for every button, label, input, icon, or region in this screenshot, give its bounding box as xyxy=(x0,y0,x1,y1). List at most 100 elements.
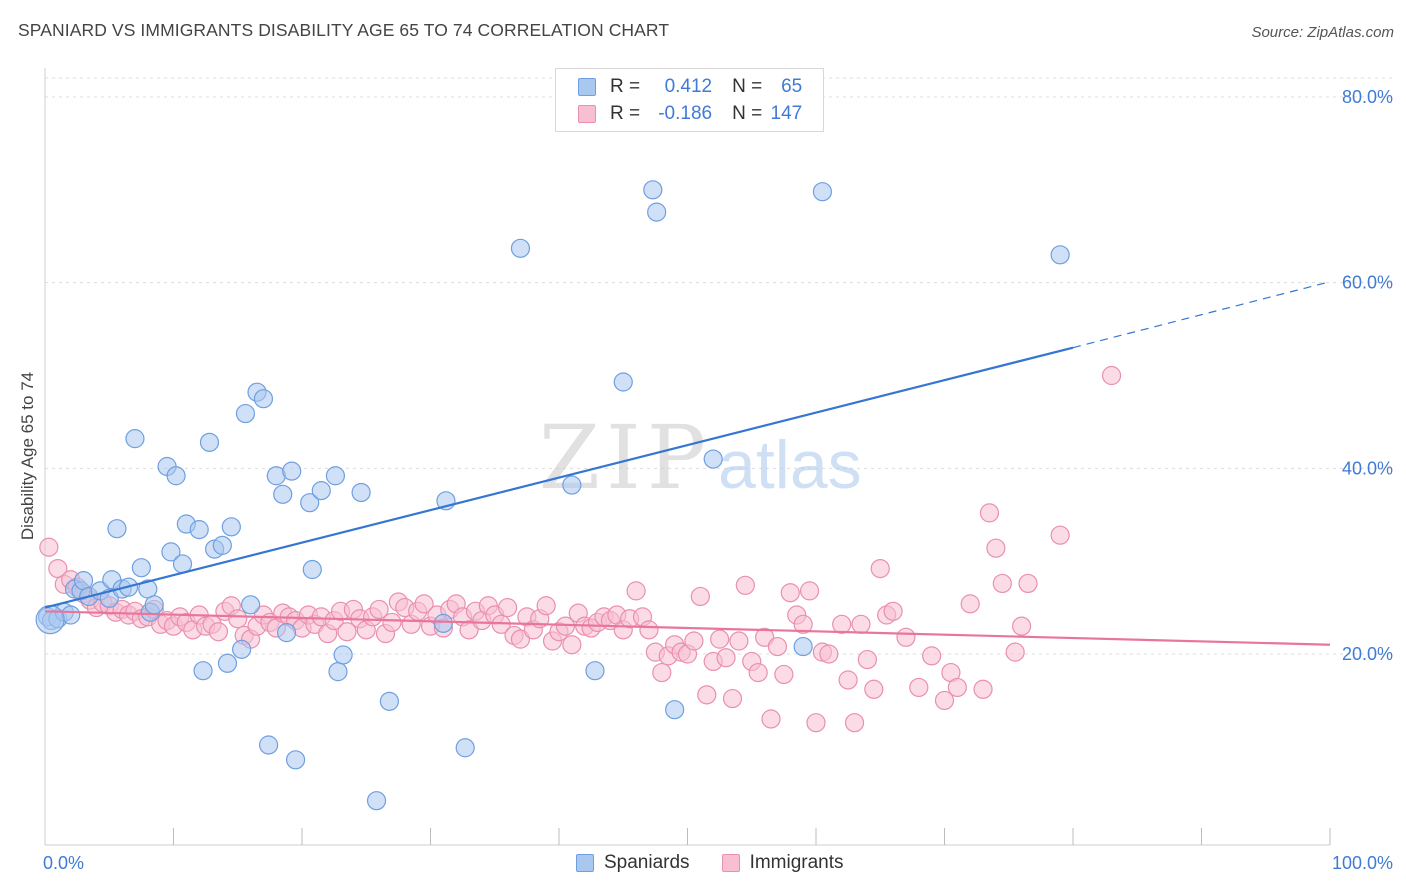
legend-swatch-immigrants xyxy=(721,854,740,872)
spaniards-point xyxy=(643,180,663,200)
immigrants-point xyxy=(382,612,402,633)
spaniards-point xyxy=(276,623,297,643)
spaniards-point xyxy=(258,735,279,755)
immigrants-point xyxy=(851,614,871,634)
spaniards-point xyxy=(300,493,320,513)
immigrants-point xyxy=(819,644,839,664)
legend-n-value: 65 xyxy=(781,76,803,97)
immigrants-point xyxy=(767,636,788,657)
series-spaniards xyxy=(35,180,1070,811)
immigrants-point xyxy=(1018,573,1038,594)
immigrants-point xyxy=(337,622,357,642)
spaniards-point xyxy=(812,182,833,202)
legend-r-value: -0.186 xyxy=(658,103,713,124)
immigrants-point xyxy=(510,629,531,649)
spaniards-point xyxy=(703,449,723,469)
immigrants-point xyxy=(1011,616,1032,636)
spaniards-point xyxy=(613,372,633,392)
legend-item-spaniards[interactable]: Spaniards xyxy=(576,852,690,874)
spaniards-point xyxy=(328,662,348,682)
spaniards-point xyxy=(166,466,186,486)
spaniards-point xyxy=(333,645,353,665)
immigrants-point xyxy=(979,503,1000,523)
immigrants-point xyxy=(838,670,858,690)
immigrants-point xyxy=(1101,365,1122,386)
spaniards-point xyxy=(433,613,453,633)
legend-n-value: 147 xyxy=(770,103,803,124)
immigrants-point xyxy=(1050,525,1070,545)
immigrants-point xyxy=(947,677,967,698)
spaniards-point xyxy=(455,738,475,758)
immigrants-point xyxy=(208,622,229,642)
legend-n-label: N = xyxy=(732,76,763,97)
series-immigrants xyxy=(39,365,1122,733)
legend-n-label: N = xyxy=(732,103,763,124)
spaniards-trend-extension xyxy=(1072,281,1331,349)
series-legend: Spaniards Immigrants xyxy=(576,852,876,874)
spaniards-point xyxy=(585,661,605,681)
legend-item-immigrants[interactable]: Immigrants xyxy=(721,852,844,874)
spaniards-point xyxy=(366,791,387,811)
watermark-atlas: atlas xyxy=(718,427,862,503)
immigrants-point xyxy=(722,688,743,709)
legend-r-value: 0.412 xyxy=(664,76,713,97)
immigrants-point xyxy=(1005,642,1025,662)
legend-r-label: R = xyxy=(610,103,641,124)
spaniards-point xyxy=(232,639,252,659)
spaniards-point xyxy=(241,595,261,615)
immigrants-point xyxy=(992,573,1012,594)
immigrants-point xyxy=(697,685,717,705)
immigrants-point xyxy=(498,597,518,618)
y-tick-label: 80.0% xyxy=(1342,87,1393,107)
immigrants-point xyxy=(228,609,248,629)
immigrants-point xyxy=(39,537,59,557)
gridlines xyxy=(45,77,1393,655)
correlation-legend: R = 0.412 N = 65 R = -0.186 N = 147 xyxy=(555,68,824,132)
spaniards-point xyxy=(212,535,232,555)
immigrants-point xyxy=(735,575,755,595)
immigrants-point xyxy=(652,662,672,683)
immigrants-point xyxy=(883,601,903,621)
x-tick-label-max: 100.0% xyxy=(1332,853,1393,873)
chart-title: SPANIARD VS IMMIGRANTS DISABILITY AGE 65… xyxy=(18,20,670,40)
immigrants-point xyxy=(780,583,800,603)
immigrants-point xyxy=(986,538,1006,558)
y-tick-label: 40.0% xyxy=(1342,458,1393,478)
spaniards-point xyxy=(379,691,399,711)
spaniards-point xyxy=(647,202,667,222)
spaniards-point xyxy=(144,595,164,615)
spaniards-point xyxy=(125,429,145,449)
immigrants-point xyxy=(864,679,884,699)
legend-swatch-spaniards xyxy=(576,854,594,872)
immigrants-point xyxy=(710,629,730,649)
y-axis-title: Disability Age 65 to 74 xyxy=(18,372,37,540)
immigrants-point xyxy=(562,635,582,655)
immigrants-point xyxy=(639,620,659,640)
legend-label-spaniards: Spaniards xyxy=(604,852,690,873)
immigrants-point xyxy=(748,662,768,683)
legend-row-immigrants: R = -0.186 N = 147 xyxy=(578,102,802,126)
trend-lines xyxy=(44,281,1331,646)
immigrants-point xyxy=(729,631,749,651)
spaniards-point xyxy=(107,519,127,539)
spaniards-point xyxy=(510,238,531,258)
legend-row-spaniards: R = 0.412 N = 65 xyxy=(578,75,802,99)
spaniards-trend-line xyxy=(44,346,1074,609)
spaniards-point xyxy=(302,559,322,580)
immigrants-point xyxy=(973,679,993,699)
spaniards-point xyxy=(325,466,346,486)
spaniards-point xyxy=(562,475,582,495)
legend-swatch-spaniards xyxy=(578,78,596,96)
watermark-zip: ZIP xyxy=(539,406,712,509)
spaniards-point xyxy=(273,484,293,504)
spaniards-point xyxy=(193,661,213,681)
immigrants-point xyxy=(832,614,852,634)
spaniards-point-cluster xyxy=(35,605,65,635)
immigrants-point xyxy=(684,631,704,651)
spaniards-point xyxy=(793,636,813,657)
legend-swatch-immigrants xyxy=(578,105,596,123)
spaniards-point xyxy=(311,481,331,501)
spaniards-point xyxy=(1050,245,1070,265)
immigrants-point xyxy=(459,620,479,640)
